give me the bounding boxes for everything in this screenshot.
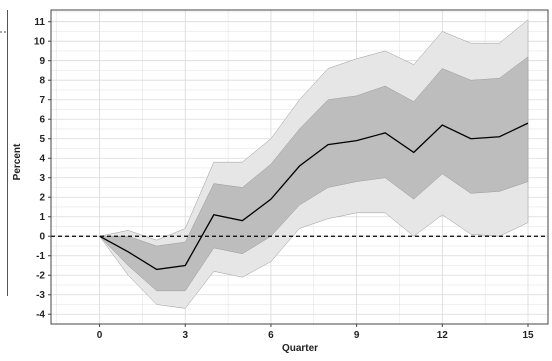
inner-confidence-band [98,56,529,292]
y-tick-label: 11 [34,17,45,28]
y-tick-label: -4 [36,310,45,321]
y-tick-label: 10 [34,37,46,48]
y-tick-label: 8 [39,76,45,87]
x-tick-label: 3 [182,330,188,341]
y-tick-label: 9 [39,56,45,67]
series-line [99,122,529,271]
x-tick-label: 6 [268,330,274,341]
x-tick-label: 0 [97,330,103,341]
plot-border [50,9,549,325]
plot-frame [50,9,549,325]
y-tick-label: 0 [39,232,45,243]
y-axis-title: Percent [12,143,23,180]
y-tick-label: 6 [39,115,45,126]
y-tick-label: 3 [39,173,45,184]
y-tick-label: -3 [36,290,45,301]
y-tick-label: 4 [39,154,45,165]
x-axis-title: Quarter [282,343,318,354]
y-tick-label: 1 [39,212,45,223]
y-axis: -4 -3 -2 -1 0 1 2 3 4 5 6 7 8 9 10 11 [34,17,51,321]
x-tick-label: 15 [522,330,534,341]
y-tick-label: 2 [39,193,45,204]
x-tick-label: 9 [354,330,360,341]
x-tick-label: 12 [437,330,449,341]
y-tick-label: 7 [39,95,45,106]
y-tick-label: 5 [39,134,45,145]
x-axis: 0 3 6 9 12 15 [97,324,534,341]
y-tick-label: -2 [36,271,45,282]
y-tick-label: -1 [36,251,45,262]
series-layer [99,122,529,271]
